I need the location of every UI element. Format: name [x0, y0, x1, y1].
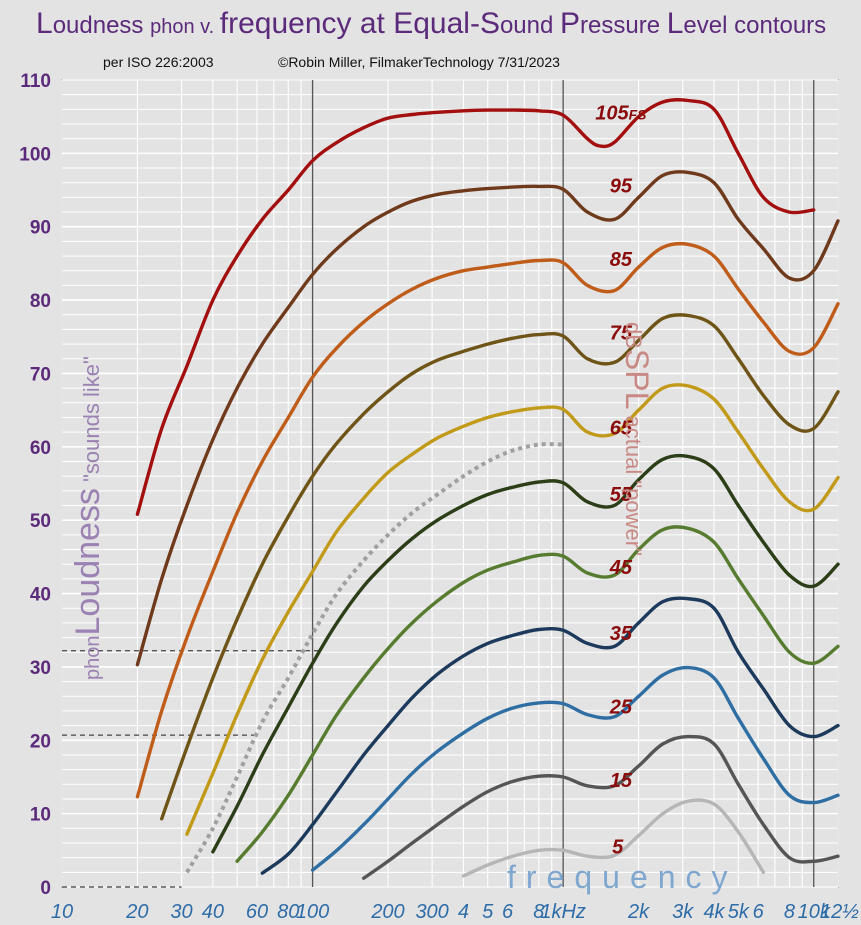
- x-tick-label: 5: [482, 901, 494, 923]
- x-tick-label: 10: [51, 901, 73, 923]
- subtitle-left: per ISO 226:2003: [103, 54, 214, 70]
- y-tick-label: 60: [30, 438, 51, 459]
- grid: [61, 79, 839, 888]
- x-tick-label: 10k: [798, 901, 831, 923]
- x-tick-label: 8: [784, 901, 795, 923]
- spl-label: dBSPL actual "power": [619, 322, 655, 556]
- x-tick-label: 1kHz: [540, 901, 586, 923]
- x-tick-label: 8: [533, 901, 544, 923]
- x-tick-label: 300: [415, 901, 448, 923]
- contour-35: [260, 596, 840, 875]
- contour-label-105FS: 105FS: [595, 102, 647, 124]
- contour-labels: 105FS 95 85 75 65 55 45 35 25 15 5: [595, 102, 647, 858]
- x-tick-label: 40: [202, 901, 224, 923]
- contour-75: [160, 313, 840, 821]
- contour-label-85: 85: [610, 249, 633, 271]
- x-tick-label: 80: [277, 901, 299, 923]
- x-tick-label: 20: [125, 901, 148, 923]
- contour-55: [211, 453, 840, 854]
- contour-105FS: [135, 98, 816, 516]
- x-tick-label: 100: [296, 901, 329, 923]
- contour-5: [461, 798, 766, 878]
- y-tick-label: 30: [30, 658, 51, 679]
- x-axis-label: frequency: [507, 859, 738, 895]
- contour-65: [185, 383, 840, 836]
- contour-curves: [135, 98, 840, 880]
- y-axis-label: phonLoudness "sounds like": [69, 356, 107, 680]
- x-tick-label: 4k: [703, 901, 725, 923]
- contour-label-95: 95: [610, 176, 633, 198]
- y-tick-label: 40: [30, 585, 51, 606]
- y-tick-label: 10: [30, 805, 51, 826]
- x-tick-label: 3k: [672, 901, 694, 923]
- contour-25: [310, 665, 840, 872]
- y-tick-label: 20: [30, 731, 51, 752]
- threshold-dotted-curve: [185, 442, 564, 874]
- contour-95: [135, 170, 840, 667]
- chart-title: Loudness phon v. frequency at Equal-Soun…: [36, 7, 826, 40]
- contour-label-75: 75: [610, 322, 633, 344]
- y-tick-label: 50: [30, 511, 51, 532]
- contour-label-25: 25: [609, 697, 633, 719]
- x-tick-label: 12½: [820, 901, 859, 923]
- x-tick-label: 2k: [627, 901, 650, 923]
- x-tick-label: 6: [502, 901, 514, 923]
- x-tick-label: 6: [753, 901, 765, 923]
- contour-label-65: 65: [610, 418, 633, 440]
- contour-label-35: 35: [610, 623, 633, 645]
- y-tick-label: 80: [30, 291, 51, 312]
- contour-label-55: 55: [610, 484, 633, 506]
- contour-label-45: 45: [609, 557, 633, 579]
- contour-15: [362, 734, 840, 880]
- y-tick-label: 110: [20, 71, 51, 92]
- x-tick-label: 5k: [728, 901, 750, 923]
- contour-label-5: 5: [612, 837, 624, 859]
- y-tick-label: 100: [19, 144, 51, 165]
- contour-85: [135, 241, 840, 799]
- contour-label-15: 15: [610, 770, 633, 792]
- y-tick-label: 90: [30, 218, 51, 239]
- y-tick-label: 0: [40, 878, 51, 899]
- subtitle-right: ©Robin Miller, FilmakerTechnology 7/31/2…: [278, 54, 560, 70]
- y-tick-label: 70: [30, 364, 51, 385]
- contour-45: [235, 525, 840, 863]
- x-tick-label: 30: [170, 901, 192, 923]
- x-tick-label: 200: [370, 901, 404, 923]
- x-tick-label: 4: [458, 901, 469, 923]
- dashed-guides: [62, 650, 323, 888]
- x-tick-label: 60: [246, 901, 268, 923]
